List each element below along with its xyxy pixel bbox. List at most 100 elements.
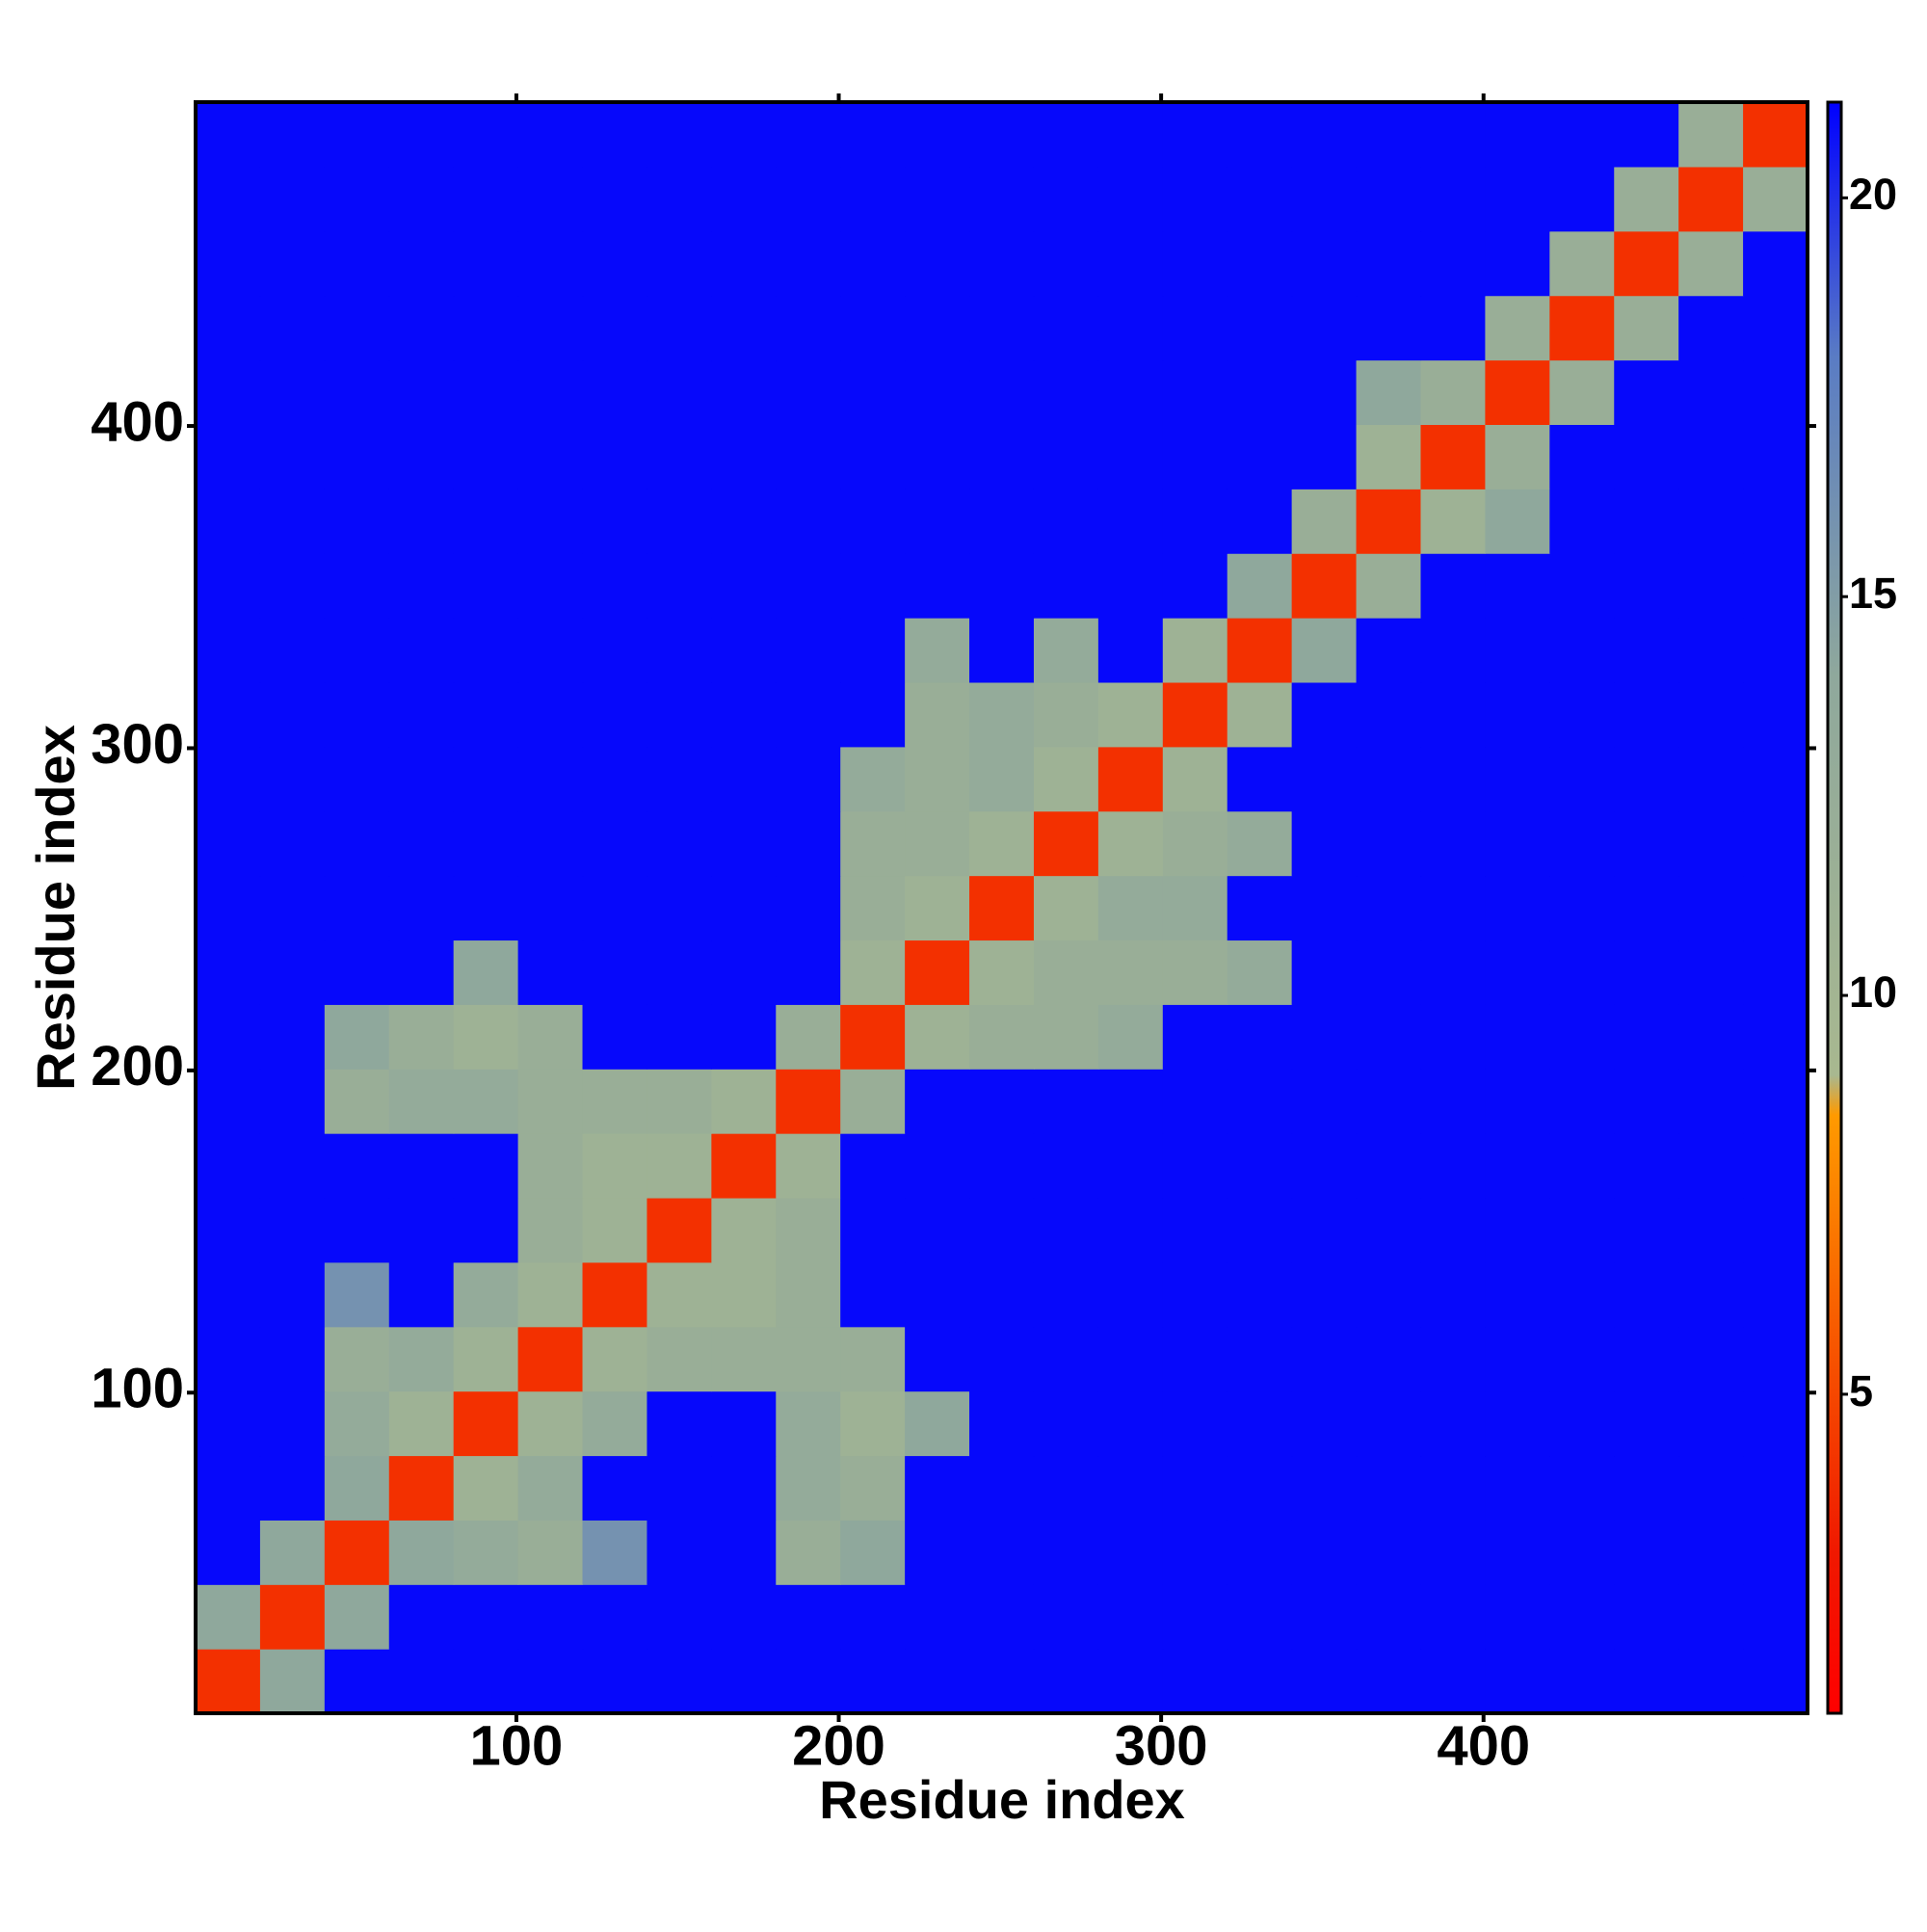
heatmap-cell [1356,424,1422,490]
heatmap-cell [388,1584,455,1650]
heatmap-cell [711,875,777,941]
heatmap-cell [324,1326,390,1392]
heatmap-cell [196,1390,261,1457]
heatmap-cell [1678,1004,1744,1070]
heatmap-cell [1743,1326,1808,1392]
heatmap-cell [1097,553,1164,619]
heatmap-cell [711,1133,777,1199]
heatmap-cell [1033,1261,1099,1328]
heatmap-cell [453,1261,519,1328]
heatmap-cell [259,1455,326,1521]
heatmap-cell [259,295,326,361]
heatmap-cell [196,746,261,812]
heatmap-cell [1097,1326,1164,1392]
heatmap-cell [1356,553,1422,619]
heatmap-cell [1162,1261,1228,1328]
heatmap-cell [1033,810,1099,877]
heatmap-cell [517,1390,584,1457]
heatmap-cell [647,230,712,297]
heatmap-cell [1227,553,1293,619]
heatmap-cell [776,295,841,361]
heatmap-cell [1549,940,1615,1005]
heatmap-cell [647,940,712,1005]
heatmap-cell [1485,102,1550,168]
heatmap-cell [1549,1133,1615,1199]
heatmap-cell [840,230,906,297]
heatmap-cell [324,489,390,554]
heatmap-cell [1097,681,1164,748]
heatmap-cell [1614,681,1679,748]
heatmap-cell [1097,1649,1164,1714]
heatmap-cell [1227,295,1293,361]
heatmap-cell [1485,618,1550,683]
heatmap-cell [582,1004,648,1070]
heatmap-cell [388,424,455,490]
heatmap-cell [582,746,648,812]
heatmap-cell [1743,618,1808,683]
colorbar-tick-label: 10 [1849,967,1897,1017]
heatmap-cell [324,295,390,361]
heatmap-cell [711,230,777,297]
heatmap-cell [453,1520,519,1585]
heatmap-cell [1614,1520,1679,1585]
y-tick-label: 400 [91,390,184,453]
heatmap-cell [711,1584,777,1650]
heatmap-cell [840,359,906,425]
heatmap-cell [776,1390,841,1457]
heatmap-cell [1356,1069,1422,1134]
heatmap-cell [1291,1390,1358,1457]
heatmap-cell [647,359,712,425]
heatmap-cell [711,1455,777,1521]
heatmap-cell [453,810,519,877]
heatmap-cell [840,1261,906,1328]
heatmap-cell [1162,618,1228,683]
heatmap-cell [969,810,1035,877]
heatmap-cell [517,1520,584,1585]
heatmap-cell [1227,1326,1293,1392]
heatmap-cell [196,1584,261,1650]
heatmap-cell [1549,1649,1615,1714]
heatmap-cell [1097,359,1164,425]
heatmap-cell [1420,489,1486,554]
heatmap-cell [1033,1520,1099,1585]
heatmap-cell [1420,295,1486,361]
heatmap-cell [1743,1455,1808,1521]
heatmap-cell [905,359,970,425]
heatmap-cell [1420,1004,1486,1070]
heatmap-cell [1291,681,1358,748]
heatmap-cell [711,1197,777,1263]
heatmap-cell [1356,1326,1422,1392]
heatmap-cell [905,295,970,361]
heatmap-cell [1291,424,1358,490]
heatmap-cell [1743,1133,1808,1199]
heatmap-cell [388,295,455,361]
heatmap-cell [1356,810,1422,877]
heatmap-cell [1743,940,1808,1005]
heatmap-cell [1097,746,1164,812]
heatmap-cell [259,1649,326,1714]
heatmap-cell [905,1390,970,1457]
heatmap-cell [1614,102,1679,168]
heatmap-cell [196,489,261,554]
heatmap-cell [905,681,970,748]
heatmap-cell [840,1649,906,1714]
heatmap-cell [1033,424,1099,490]
heatmap-cell [453,1584,519,1650]
heatmap-cell [647,1133,712,1199]
heatmap-cell [840,1390,906,1457]
heatmap-cell [840,618,906,683]
heatmap-cell [1033,359,1099,425]
heatmap-cell [1614,618,1679,683]
heatmap-cell [1291,102,1358,168]
heatmap-cell [1485,166,1550,232]
heatmap-cell [969,681,1035,748]
heatmap-cell [1743,875,1808,941]
heatmap-cell [776,424,841,490]
heatmap-cell [1485,1649,1550,1714]
heatmap-cell [969,230,1035,297]
heatmap-cell [1549,746,1615,812]
heatmap-cell [1549,1455,1615,1521]
heatmap-cell [1033,1455,1099,1521]
heatmap-cell [969,940,1035,1005]
